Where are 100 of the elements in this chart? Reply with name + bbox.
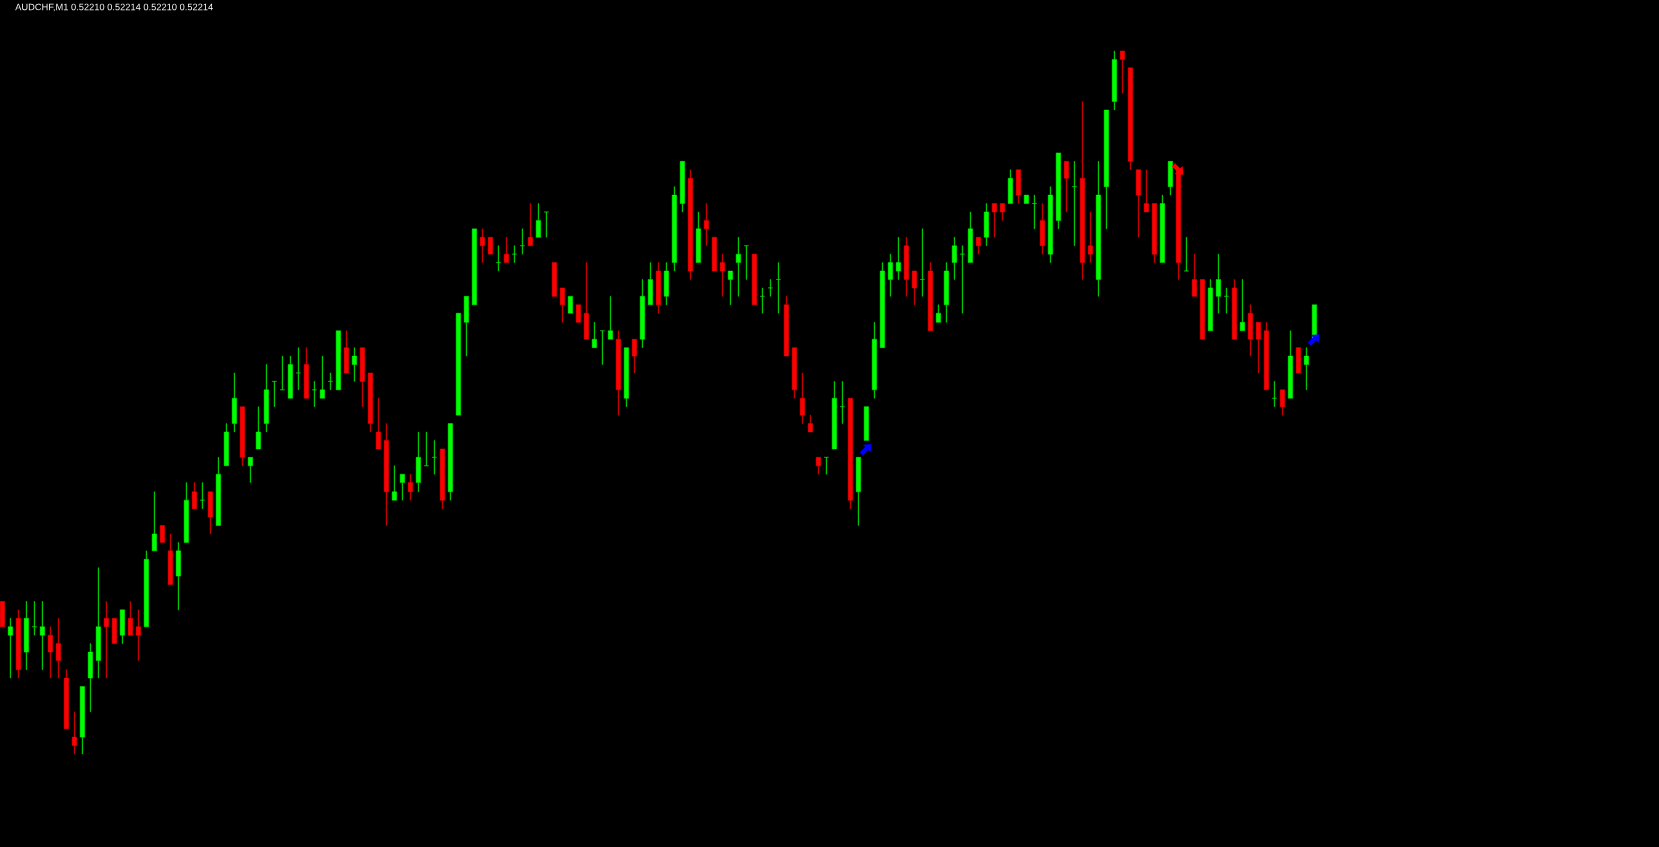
candlestick: [855, 457, 861, 526]
candlestick: [255, 406, 261, 450]
candlestick: [431, 440, 437, 475]
candlestick: [327, 372, 333, 391]
candlestick: [95, 567, 101, 679]
candlestick: [1071, 161, 1077, 246]
candlestick: [895, 237, 901, 280]
candlestick: [1039, 203, 1045, 255]
candlestick: [967, 211, 973, 263]
candlestick: [847, 398, 853, 509]
candlestick: [63, 669, 69, 729]
candlestick: [1151, 203, 1157, 263]
candlestick: [583, 262, 589, 340]
candlestick: [519, 228, 525, 255]
candlestick: [1231, 279, 1237, 340]
candlestick: [1031, 194, 1037, 230]
candlestick: [455, 312, 461, 416]
candlestick: [639, 279, 645, 348]
candlestick: [823, 457, 829, 475]
candlestick: [687, 169, 693, 280]
candlestick: [287, 355, 293, 399]
candlestick: [607, 296, 613, 340]
candlestick: [1239, 279, 1245, 331]
candlestick: [367, 372, 373, 433]
candlestick: [103, 601, 109, 679]
candlestick: [359, 347, 365, 407]
candlestick: [0, 601, 5, 627]
candlestick: [1095, 161, 1101, 297]
candlestick: [1255, 322, 1261, 374]
candlestick: [783, 296, 789, 357]
candlestick: [1287, 330, 1293, 399]
candlestick: [487, 237, 493, 255]
candlestick: [295, 347, 301, 391]
candlestick: [663, 262, 669, 305]
candlestick: [695, 211, 701, 263]
candlestick: [223, 423, 229, 466]
candlestick: [1159, 194, 1165, 263]
candlestick: [87, 643, 93, 713]
candlestick: [1103, 109, 1109, 230]
candlestick: [1143, 169, 1149, 213]
candlestick: [591, 322, 597, 348]
candlestick: [239, 406, 245, 466]
candlestick: [151, 491, 157, 552]
candlestick: [383, 423, 389, 526]
candlestick: [175, 542, 181, 611]
candlestick: [351, 347, 357, 382]
candlestick: [215, 457, 221, 526]
candlestick: [127, 601, 133, 636]
candlestick: [623, 347, 629, 407]
candlestick: [599, 330, 605, 365]
candlestick: [111, 618, 117, 644]
candlestick: [863, 406, 869, 441]
candlestick: [271, 381, 277, 407]
candlestick: [119, 609, 125, 644]
candlestick: [1223, 287, 1229, 314]
candlestick: [159, 525, 165, 543]
candlestick: [631, 338, 637, 374]
candlestick: [79, 686, 85, 755]
candlestick: [671, 186, 677, 272]
candlestick: [1167, 161, 1173, 196]
candlestick: [807, 414, 813, 433]
candlestick: [207, 491, 213, 535]
candlestick: [935, 304, 941, 323]
candlestick: [1047, 186, 1053, 263]
candlestick: [495, 245, 501, 272]
candlestick: [1215, 253, 1221, 314]
candlestick: [727, 270, 733, 305]
candlestick: [279, 355, 285, 391]
candlestick: [655, 262, 661, 314]
candlestick: [191, 482, 197, 509]
candlestick: [479, 228, 485, 263]
candlestick: [135, 609, 141, 661]
candlestick: [615, 330, 621, 416]
candlestick: [463, 296, 469, 357]
candlestick: [511, 245, 517, 263]
candlestick: [527, 203, 533, 246]
candlestick: [535, 203, 541, 238]
candlestick: [1023, 194, 1029, 204]
candlestick: [263, 364, 269, 433]
candlestick: [399, 473, 405, 501]
candlestick: [231, 372, 237, 433]
candlestick: [407, 473, 413, 501]
candlestick: [1119, 50, 1125, 94]
candlestick: [703, 203, 709, 246]
candlestick: [15, 609, 21, 679]
candlestick: [1295, 347, 1301, 374]
candlestick: [1079, 101, 1085, 280]
candlestick: [319, 355, 325, 399]
candlestick: [31, 601, 37, 636]
candlestick: [575, 304, 581, 323]
candlestick: [759, 287, 765, 314]
candlestick: [775, 262, 781, 314]
candlestick: [959, 245, 965, 314]
candlestick: [919, 228, 925, 297]
candlestick: [743, 245, 749, 280]
candlestick: [447, 423, 453, 501]
candlestick: [1207, 279, 1213, 331]
candlestick: [647, 262, 653, 305]
candlestick: [415, 431, 421, 492]
candlestick: [335, 330, 341, 391]
